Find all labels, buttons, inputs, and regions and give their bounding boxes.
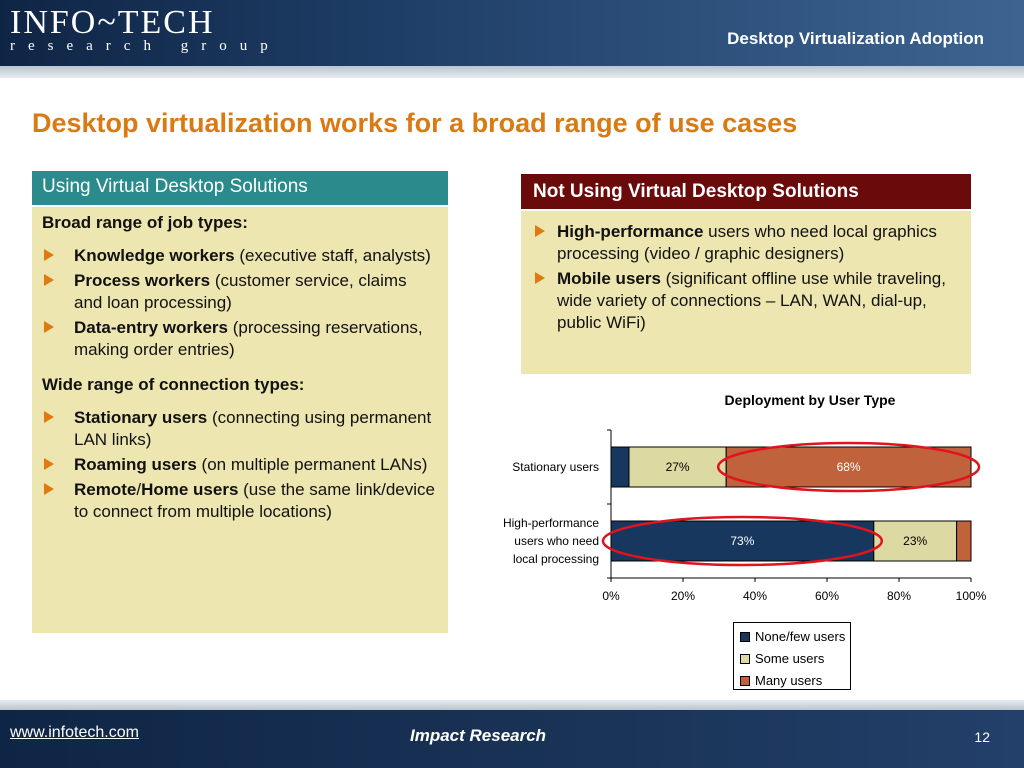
page-number: 12 <box>974 729 990 745</box>
chart-legend: None/few users Some users Many users <box>733 622 851 690</box>
list-item: Knowledge workers (executive staff, anal… <box>42 245 438 267</box>
bar-segment <box>956 520 972 562</box>
data-label: 68% <box>837 460 861 474</box>
bar-segment <box>725 446 972 488</box>
non-user-list: High-performance users who need local gr… <box>533 221 961 334</box>
category-label: High-performance users who need local proc… <box>503 516 599 566</box>
legend-item-some: Some users <box>740 648 850 670</box>
bullet-arrow-icon <box>44 483 54 495</box>
x-tick-label: 100% <box>956 589 987 603</box>
list-item: Mobile users (significant offline use wh… <box>533 268 961 334</box>
slide-title: Desktop virtualization works for a broad… <box>32 108 798 138</box>
data-label: 23% <box>903 534 927 548</box>
deployment-chart: 0% 20% 40% 60% 80% 100% 27% 68% Stationary users… <box>503 429 987 603</box>
left-panel-heading: Using Virtual Desktop Solutions <box>32 171 448 205</box>
x-tick-label: 0% <box>602 589 620 603</box>
x-tick-label: 40% <box>743 589 767 603</box>
bullet-arrow-icon <box>44 458 54 470</box>
left-panel: Broad range of job types: Knowledge work… <box>32 207 448 633</box>
header-bar: INFO~TECH research group Desktop Virtual… <box>0 0 1024 66</box>
legend-item-none-few: None/few users <box>740 626 850 648</box>
website-link[interactable]: www.infotech.com <box>10 724 139 741</box>
right-panel: High-performance users who need local gr… <box>521 211 971 374</box>
data-label: 27% <box>666 460 690 474</box>
bullet-arrow-icon <box>535 225 545 237</box>
list-item: Data-entry workers (processing reservati… <box>42 317 438 361</box>
bullet-arrow-icon <box>44 321 54 333</box>
list-item: Roaming users (on multiple permanent LAN… <box>42 454 438 476</box>
footer-tagline: Impact Research <box>410 726 547 745</box>
header-title: Desktop Virtualization Adoption <box>727 29 984 48</box>
list-item: Stationary users (connecting using perma… <box>42 407 438 451</box>
bullet-arrow-icon <box>44 411 54 423</box>
footer-bar: www.infotech.com Impact Research 12 <box>0 710 1024 768</box>
x-tick-label: 60% <box>815 589 839 603</box>
connection-types-heading: Wide range of connection types: <box>42 375 305 394</box>
footer-divider <box>0 700 1024 710</box>
legend-item-many: Many users <box>740 670 850 692</box>
bullet-arrow-icon <box>44 249 54 261</box>
list-item: High-performance users who need local gr… <box>533 221 961 265</box>
connection-types-list: Stationary users (connecting using perma… <box>42 407 438 523</box>
bullet-arrow-icon <box>44 274 54 286</box>
x-tick-label: 80% <box>887 589 911 603</box>
x-tick-label: 20% <box>671 589 695 603</box>
data-label: 73% <box>730 534 754 548</box>
chart-title: Deployment by User Type <box>724 392 896 408</box>
category-label: Stationary users <box>512 460 599 474</box>
legend-swatch <box>740 676 750 686</box>
header-divider <box>0 66 1024 78</box>
job-types-heading: Broad range of job types: <box>42 213 248 232</box>
highlight-ellipse <box>601 515 884 567</box>
bar-segment <box>628 446 727 488</box>
job-types-list: Knowledge workers (executive staff, anal… <box>42 245 438 361</box>
highlight-ellipse <box>716 441 981 493</box>
logo-infotech: INFO~TECH <box>10 4 215 41</box>
bar-segment <box>610 446 630 488</box>
logo-tagline: research group <box>10 38 281 54</box>
bullet-arrow-icon <box>535 272 545 284</box>
list-item: Process workers (customer service, claim… <box>42 270 438 314</box>
right-panel-heading: Not Using Virtual Desktop Solutions <box>521 174 971 209</box>
bar-segment <box>873 520 958 562</box>
legend-swatch <box>740 632 750 642</box>
legend-swatch <box>740 654 750 664</box>
list-item: Remote/Home users (use the same link/dev… <box>42 479 438 523</box>
